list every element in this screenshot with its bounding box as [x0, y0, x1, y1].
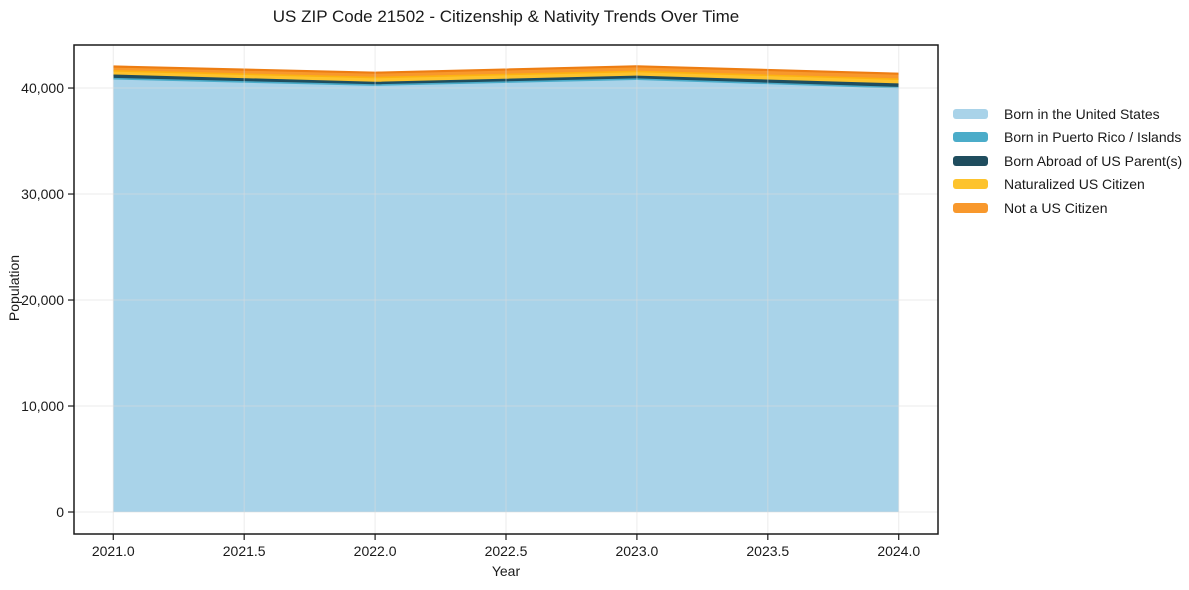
legend-swatch-icon [953, 132, 988, 143]
legend-label: Not a US Citizen [1004, 199, 1108, 216]
legend-label: Born Abroad of US Parent(s) [1004, 152, 1183, 169]
legend-label: Born in Puerto Rico / Islands [1004, 129, 1182, 146]
x-tick-label: 2023.5 [746, 543, 789, 559]
legend-item: Not a US Citizen [953, 196, 1182, 220]
legend-item: Naturalized US Citizen [953, 173, 1182, 197]
x-tick-label: 2021.5 [223, 543, 266, 559]
chart-title: US ZIP Code 21502 - Citizenship & Nativi… [272, 7, 740, 26]
y-tick-label: 10,000 [21, 398, 64, 414]
legend: Born in the United States Born in Puerto … [953, 102, 1182, 220]
x-tick-label: 2023.0 [615, 543, 658, 559]
y-axis-label: Population [6, 254, 22, 322]
legend-label: Naturalized US Citizen [1004, 176, 1145, 193]
legend-label: Born in the United States [1004, 105, 1160, 122]
legend-swatch-icon [953, 155, 988, 166]
x-tick-label: 2024.0 [877, 543, 920, 559]
legend-item: Born in the United States [953, 102, 1182, 126]
legend-item: Born Abroad of US Parent(s) [953, 149, 1182, 173]
legend-swatch-icon [953, 108, 988, 119]
y-tick-label: 0 [56, 504, 64, 520]
y-tick-label: 20,000 [21, 292, 64, 308]
legend-swatch-icon [953, 202, 988, 213]
x-tick-label: 2021.0 [92, 543, 135, 559]
legend-swatch-icon [953, 179, 988, 190]
x-axis-label: Year [491, 563, 521, 579]
legend-item: Born in Puerto Rico / Islands [953, 126, 1182, 150]
y-tick-label: 40,000 [21, 80, 64, 96]
x-tick-label: 2022.0 [354, 543, 397, 559]
y-tick-label: 30,000 [21, 186, 64, 202]
x-tick-label: 2022.5 [485, 543, 528, 559]
